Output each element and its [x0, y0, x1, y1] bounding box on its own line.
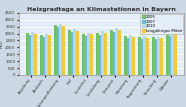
Title: Heizgradtage an Klimastationen in Bayern: Heizgradtage an Klimastationen in Bayern	[27, 7, 176, 12]
Bar	[101, 31, 104, 75]
Bar	[31, 32, 34, 75]
Bar	[34, 34, 37, 75]
Bar	[90, 34, 93, 75]
Bar	[54, 25, 57, 75]
Bar	[152, 37, 155, 75]
Bar	[45, 34, 48, 75]
Bar	[40, 35, 43, 75]
Bar	[138, 37, 141, 75]
Bar	[76, 31, 79, 75]
Bar	[73, 29, 76, 75]
Bar	[26, 33, 29, 75]
Bar	[118, 30, 121, 75]
Bar	[146, 38, 149, 75]
Bar	[160, 38, 163, 75]
Bar	[171, 33, 174, 75]
Bar	[110, 30, 113, 75]
Bar	[143, 36, 146, 75]
Bar	[132, 37, 135, 75]
Bar	[113, 32, 115, 75]
Bar	[157, 37, 160, 75]
Bar	[48, 35, 51, 75]
Bar	[129, 35, 132, 75]
Bar	[29, 35, 31, 75]
Bar	[124, 36, 127, 75]
Bar	[174, 34, 177, 75]
Bar	[115, 28, 118, 75]
Bar	[169, 36, 171, 75]
Bar	[87, 33, 90, 75]
Bar	[127, 38, 129, 75]
Bar	[99, 35, 101, 75]
Legend: 2005, 2007, 2010, langjähriges Mittel: 2005, 2007, 2010, langjähriges Mittel	[140, 14, 183, 34]
Bar	[166, 34, 169, 75]
Bar	[62, 26, 65, 75]
Bar	[85, 36, 87, 75]
Bar	[141, 39, 143, 75]
Bar	[96, 33, 99, 75]
Bar	[68, 30, 71, 75]
Bar	[155, 39, 157, 75]
Bar	[104, 33, 107, 75]
Bar	[71, 32, 73, 75]
Bar	[43, 37, 45, 75]
Y-axis label: HGT: HGT	[0, 39, 4, 48]
Bar	[82, 34, 85, 75]
Bar	[59, 24, 62, 75]
Bar	[57, 27, 59, 75]
